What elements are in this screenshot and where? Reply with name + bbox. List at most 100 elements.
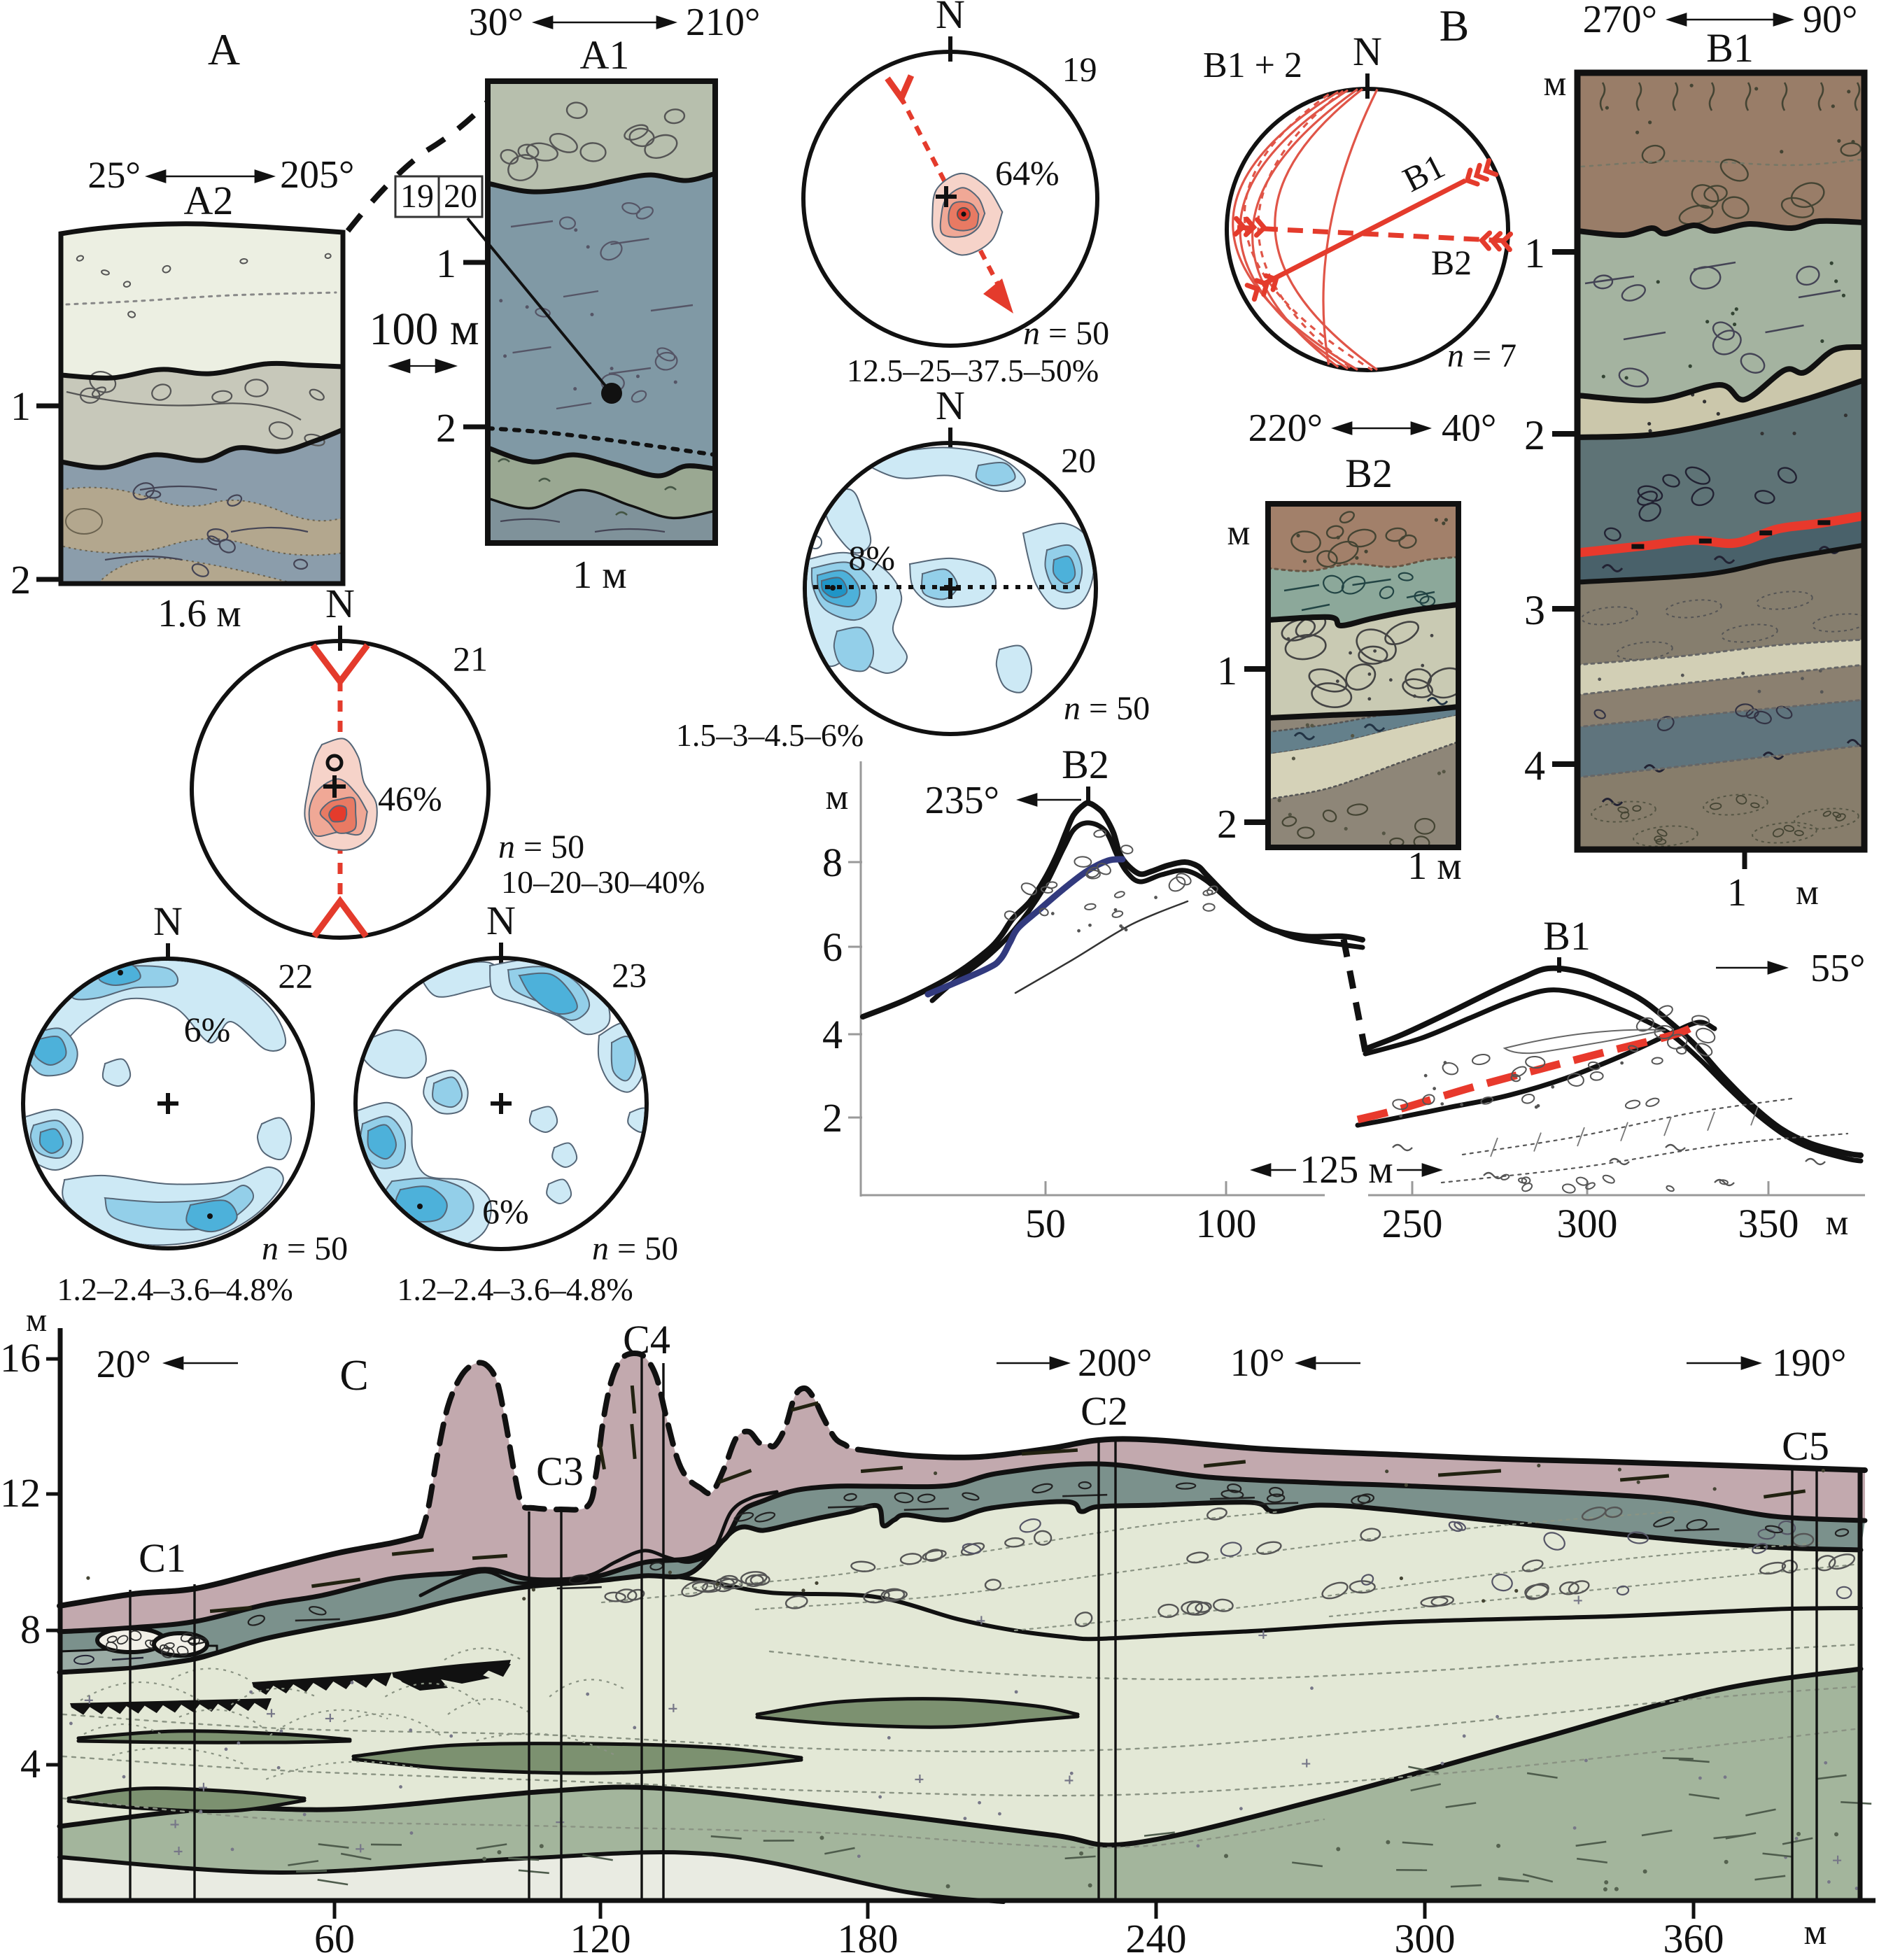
svg-text:300: 300 xyxy=(1557,1201,1618,1246)
svg-text:300: 300 xyxy=(1395,1916,1456,1960)
svg-text:90°: 90° xyxy=(1803,0,1857,41)
svg-text:40°: 40° xyxy=(1442,407,1496,450)
svg-text:4: 4 xyxy=(1524,742,1545,789)
svg-text:20: 20 xyxy=(444,178,477,215)
svg-text:B1 + 2: B1 + 2 xyxy=(1203,45,1302,85)
svg-text:1: 1 xyxy=(1524,230,1545,276)
svg-text:6%: 6% xyxy=(482,1192,529,1231)
svg-text:1.6 м: 1.6 м xyxy=(157,592,241,635)
svg-text:21: 21 xyxy=(453,639,488,678)
svg-text:n = 50: n = 50 xyxy=(1064,690,1150,727)
svg-text:A1: A1 xyxy=(580,32,630,78)
svg-text:60: 60 xyxy=(314,1916,355,1960)
svg-text:100 м: 100 м xyxy=(369,304,479,355)
svg-text:50: 50 xyxy=(1025,1201,1066,1246)
svg-text:м: м xyxy=(1227,513,1251,553)
svg-text:240: 240 xyxy=(1126,1916,1187,1960)
svg-text:A2: A2 xyxy=(184,178,234,223)
svg-text:25°: 25° xyxy=(87,154,141,196)
svg-text:125 м: 125 м xyxy=(1300,1148,1393,1192)
svg-text:м: м xyxy=(826,777,849,817)
svg-text:23: 23 xyxy=(612,956,647,995)
svg-text:N: N xyxy=(936,0,965,37)
svg-text:16: 16 xyxy=(0,1335,41,1381)
svg-text:64%: 64% xyxy=(995,153,1060,192)
svg-text:19: 19 xyxy=(400,178,434,215)
svg-text:360: 360 xyxy=(1663,1916,1724,1960)
svg-text:190°: 190° xyxy=(1772,1341,1846,1385)
svg-text:n = 50: n = 50 xyxy=(262,1230,348,1267)
svg-text:100: 100 xyxy=(1196,1201,1257,1246)
svg-text:м: м xyxy=(1826,1203,1849,1243)
svg-text:B2: B2 xyxy=(1062,742,1109,787)
svg-text:8%: 8% xyxy=(848,538,895,577)
svg-text:B2: B2 xyxy=(1431,243,1472,282)
svg-text:C1: C1 xyxy=(139,1535,186,1581)
svg-text:10°: 10° xyxy=(1230,1341,1285,1385)
svg-text:2: 2 xyxy=(10,557,31,602)
svg-text:B: B xyxy=(1440,1,1470,50)
svg-text:м: м xyxy=(1544,64,1567,104)
svg-text:1: 1 xyxy=(1217,648,1237,693)
svg-text:C2: C2 xyxy=(1081,1388,1128,1434)
svg-text:180: 180 xyxy=(838,1916,899,1960)
svg-text:C5: C5 xyxy=(1782,1423,1829,1469)
svg-text:1 м: 1 м xyxy=(572,554,626,597)
svg-text:A: A xyxy=(208,24,240,74)
svg-text:C4: C4 xyxy=(623,1317,670,1362)
svg-text:2: 2 xyxy=(822,1095,843,1141)
svg-text:B1: B1 xyxy=(1706,25,1754,71)
svg-text:3: 3 xyxy=(1524,587,1545,633)
svg-text:2: 2 xyxy=(436,405,456,451)
svg-text:55°: 55° xyxy=(1810,947,1865,990)
svg-text:210°: 210° xyxy=(686,1,760,44)
svg-text:6: 6 xyxy=(822,924,843,970)
svg-text:1: 1 xyxy=(10,383,31,429)
svg-text:B1: B1 xyxy=(1543,913,1591,959)
svg-text:220°: 220° xyxy=(1248,407,1323,450)
svg-text:20°: 20° xyxy=(97,1343,151,1386)
svg-text:1: 1 xyxy=(1727,871,1747,915)
svg-text:350: 350 xyxy=(1738,1201,1799,1246)
svg-text:N: N xyxy=(936,383,965,428)
svg-text:8: 8 xyxy=(20,1607,41,1652)
svg-text:20: 20 xyxy=(1061,441,1096,480)
svg-text:м: м xyxy=(1804,1912,1827,1952)
svg-text:N: N xyxy=(325,581,355,626)
svg-text:270°: 270° xyxy=(1583,0,1657,41)
svg-text:n = 50: n = 50 xyxy=(498,829,584,866)
svg-text:4: 4 xyxy=(822,1012,843,1057)
svg-text:200°: 200° xyxy=(1078,1341,1152,1385)
svg-text:n = 50: n = 50 xyxy=(1023,315,1109,352)
svg-text:C3: C3 xyxy=(536,1448,584,1494)
svg-text:2: 2 xyxy=(1524,412,1545,458)
svg-text:250: 250 xyxy=(1382,1201,1443,1246)
svg-text:1 м: 1 м xyxy=(1407,845,1461,888)
svg-text:46%: 46% xyxy=(378,779,442,818)
svg-text:n = 50: n = 50 xyxy=(592,1230,678,1267)
svg-text:12.5–25–37.5–50%: 12.5–25–37.5–50% xyxy=(847,353,1099,388)
svg-text:19: 19 xyxy=(1062,50,1097,89)
svg-text:30°: 30° xyxy=(469,1,523,44)
svg-text:1.2–2.4–3.6–4.8%: 1.2–2.4–3.6–4.8% xyxy=(57,1271,293,1307)
svg-text:4: 4 xyxy=(20,1741,41,1786)
svg-text:1.2–2.4–3.6–4.8%: 1.2–2.4–3.6–4.8% xyxy=(397,1271,633,1307)
svg-text:м: м xyxy=(1796,873,1819,912)
svg-text:205°: 205° xyxy=(280,153,354,197)
svg-text:2: 2 xyxy=(1217,801,1237,847)
svg-text:N: N xyxy=(486,898,516,943)
svg-text:N: N xyxy=(1353,29,1382,74)
svg-text:C: C xyxy=(339,1352,368,1400)
svg-text:N: N xyxy=(153,898,183,944)
svg-text:1: 1 xyxy=(436,241,456,286)
svg-text:12: 12 xyxy=(0,1470,41,1516)
svg-text:м: м xyxy=(26,1302,47,1339)
svg-text:6%: 6% xyxy=(184,1010,231,1049)
svg-text:120: 120 xyxy=(570,1916,631,1960)
svg-text:1.5–3–4.5–6%: 1.5–3–4.5–6% xyxy=(676,717,864,753)
svg-text:n = 7: n = 7 xyxy=(1447,337,1516,374)
svg-text:8: 8 xyxy=(822,840,843,885)
svg-text:235°: 235° xyxy=(925,779,999,822)
svg-text:B2: B2 xyxy=(1345,451,1393,496)
svg-text:22: 22 xyxy=(278,956,313,995)
